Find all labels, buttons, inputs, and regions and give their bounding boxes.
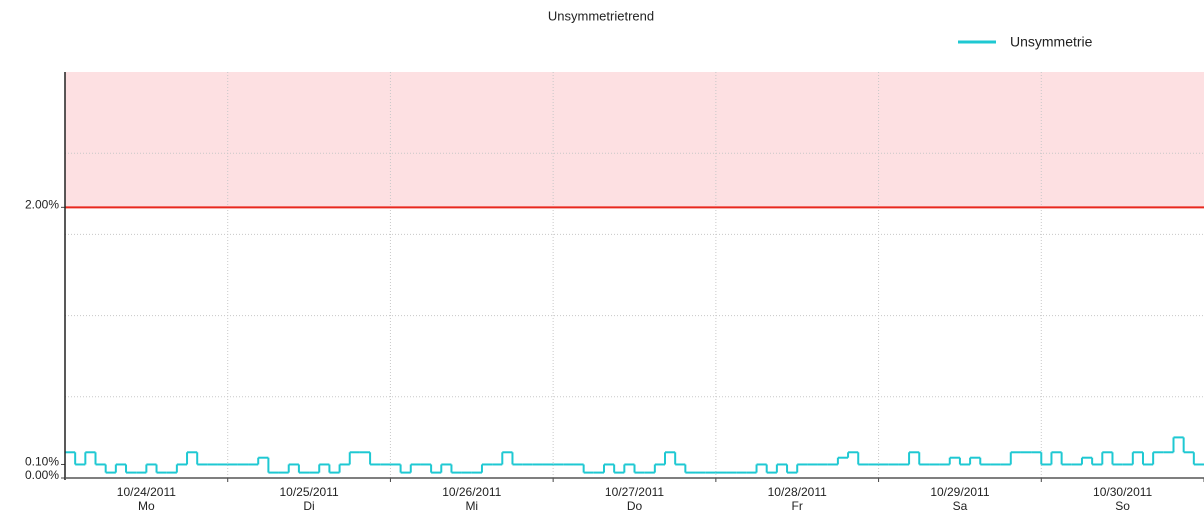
chart-title: Unsymmetrietrend (548, 8, 654, 23)
y-tick-label: 2.00% (25, 198, 59, 212)
threshold-area (65, 72, 1204, 208)
y-tick-label: 0.00% (25, 468, 59, 482)
y-tick-label: 0.10% (25, 455, 59, 469)
x-tick-weekday: Do (627, 499, 643, 513)
x-tick-weekday: Mi (465, 499, 478, 513)
x-tick-weekday: Sa (953, 499, 968, 513)
x-tick-weekday: Di (303, 499, 314, 513)
x-tick-label: 10/26/2011 (442, 485, 501, 499)
x-tick-label: 10/28/2011 (768, 485, 827, 499)
x-tick-label: 10/30/2011 (1093, 485, 1152, 499)
x-tick-label: 10/29/2011 (930, 485, 989, 499)
x-tick-weekday: So (1115, 499, 1130, 513)
legend-label: Unsymmetrie (1010, 34, 1093, 50)
x-tick-weekday: Fr (792, 499, 803, 513)
x-tick-label: 10/27/2011 (605, 485, 664, 499)
x-tick-weekday: Mo (138, 499, 155, 513)
x-tick-label: 10/24/2011 (117, 485, 176, 499)
x-tick-label: 10/25/2011 (279, 485, 338, 499)
